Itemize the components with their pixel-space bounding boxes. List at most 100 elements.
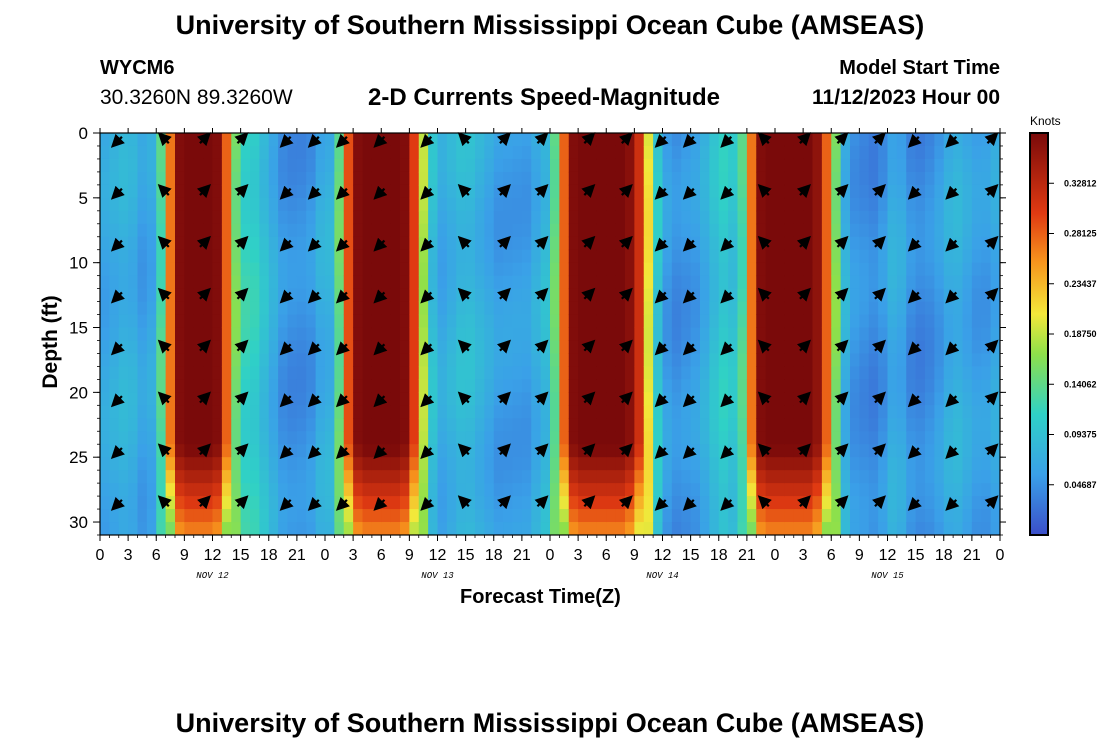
heatmap-cell [662,275,673,290]
heatmap-cell [896,197,907,212]
heatmap-cell [259,366,270,380]
heatmap-cell [371,405,382,419]
current-vector-arrow [307,185,322,200]
heatmap-cell [221,236,232,251]
heatmap-cell [878,405,888,419]
heatmap-cell [709,145,720,160]
heatmap-cell [128,314,138,329]
heatmap-cell [953,327,963,341]
heatmap-cell [390,133,401,147]
heatmap-cell [615,262,626,277]
heatmap-cell [465,457,476,471]
heatmap-cell [803,457,813,471]
heatmap-cell [484,496,495,510]
current-vector-arrow [945,185,960,200]
heatmap-cell [484,483,495,497]
heatmap-cell [484,301,495,316]
heatmap-cell [540,197,551,212]
heatmap-cell [990,353,1001,367]
heatmap-cell [756,314,767,329]
heatmap-cell [559,275,570,290]
current-vector-arrow [307,445,322,460]
heatmap-cell [606,171,617,186]
heatmap-cell [446,353,457,367]
heatmap-cell [353,444,363,458]
heatmap-cell [821,210,832,225]
heatmap-cell [915,210,926,225]
heatmap-cell [456,275,467,290]
heatmap-cell [465,133,476,147]
heatmap-cell [109,509,120,523]
heatmap-cell [146,314,157,329]
heatmap-cell [325,418,335,432]
heatmap-cell [184,366,195,380]
heatmap-cell [343,158,354,173]
heatmap-cell [296,171,307,186]
heatmap-cell [156,470,167,484]
heatmap-cell [943,379,954,393]
heatmap-cell [128,275,138,290]
heatmap-cell [465,249,476,264]
heatmap-cell [465,262,476,277]
heatmap-cell [625,379,635,393]
heatmap-cell [578,379,588,393]
heatmap-cell [643,301,654,316]
heatmap-cell [606,483,617,497]
heatmap-cell [775,522,785,536]
heatmap-cell [550,249,560,264]
heatmap-cell [625,158,635,173]
current-vector-arrow [907,185,922,200]
heatmap-cell [859,340,870,354]
heatmap-cell [493,171,504,186]
heatmap-cell [296,405,307,419]
heatmap-cell [100,145,110,160]
heatmap-cell [643,314,654,329]
heatmap-cell [962,197,973,212]
heatmap-cell [606,275,617,290]
heatmap-cell [906,470,917,484]
heatmap-cell [634,314,645,329]
heatmap-cell [353,496,363,510]
heatmap-cell [531,457,542,471]
heatmap-cell [671,470,682,484]
current-vector-arrow [834,184,849,199]
heatmap-cell [784,509,795,523]
heatmap-cell [718,457,729,471]
heatmap-cell [634,288,645,303]
heatmap-cell [250,392,260,406]
heatmap-cell [859,301,870,316]
heatmap-cell [784,314,795,329]
heatmap-cell [184,509,195,523]
heatmap-cell [259,145,270,160]
heatmap-cell [746,133,757,147]
colorbar-tick-label: 0.09375 [1064,430,1097,440]
heatmap-cell [925,275,935,290]
heatmap-cell [137,184,148,199]
heatmap-cell [193,223,204,238]
heatmap-cell [418,249,429,264]
heatmap-cell [775,288,785,303]
heatmap-cell [325,522,335,536]
current-vector-arrow [654,185,669,200]
heatmap-cell [343,314,354,329]
heatmap-cell [718,275,729,290]
heatmap-cell [334,522,345,536]
heatmap-cell [981,275,992,290]
heatmap-cell [793,275,804,290]
heatmap-cell [812,288,823,303]
heatmap-cell [718,483,729,497]
heatmap-cell [559,444,570,458]
heatmap-cell [690,457,701,471]
heatmap-cell [221,470,232,484]
heatmap-cell [493,314,504,329]
heatmap-cell [221,379,232,393]
heatmap-cell [812,353,823,367]
heatmap-cell [840,353,851,367]
heatmap-cell [850,133,860,147]
heatmap-cell [446,340,457,354]
heatmap-cell [859,470,870,484]
heatmap-cell [671,223,682,238]
heatmap-cell [334,301,345,316]
heatmap-cell [250,444,260,458]
heatmap-cell [353,327,363,341]
